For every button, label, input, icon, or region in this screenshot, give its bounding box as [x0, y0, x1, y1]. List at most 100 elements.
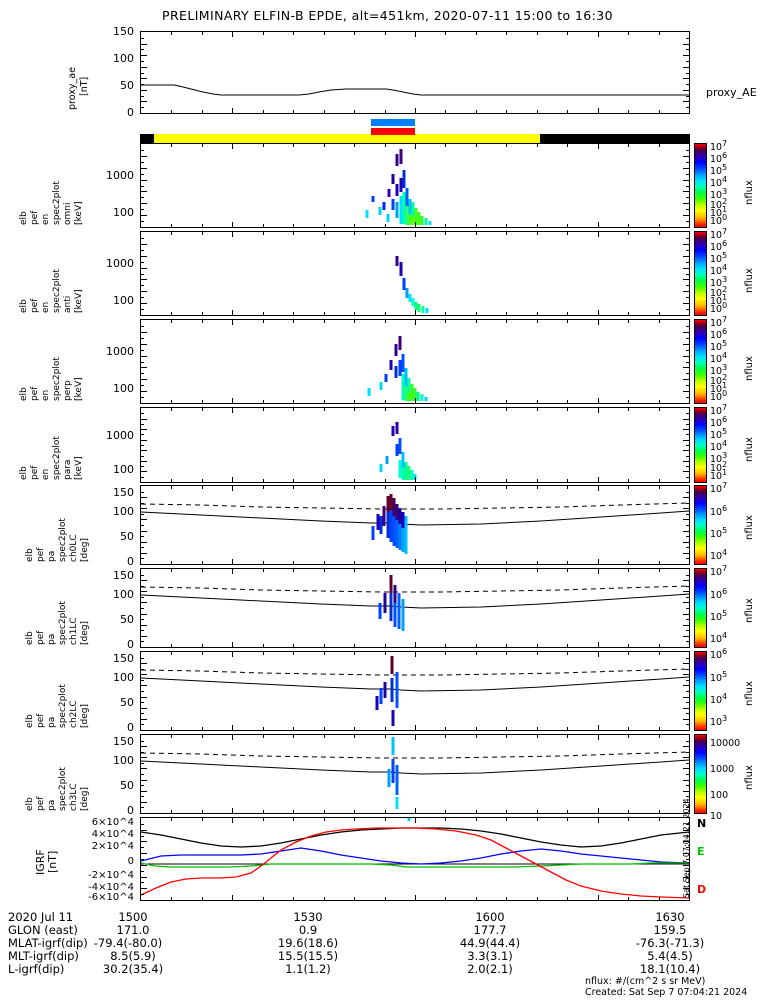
axis-tick-y	[686, 96, 689, 97]
bottom-col3-time: 1630	[655, 910, 685, 924]
axis-tick-minor	[354, 232, 355, 235]
panel-label-pa-ch2lc-5: ch2LC	[69, 700, 80, 728]
en-omni-ytick-100: 100	[113, 206, 134, 219]
cb-perp-lab-1: 101	[710, 381, 728, 396]
label-line: spec2plot	[52, 269, 62, 313]
axis-tick-minor	[659, 735, 660, 738]
axis-tick-minor	[537, 818, 538, 821]
axis-tick-y	[141, 67, 147, 68]
axis-tick	[598, 895, 599, 900]
axis-tick-y	[141, 424, 144, 425]
axis-tick-y	[686, 197, 689, 198]
axis-tick-minor	[476, 312, 477, 315]
axis-tick-minor	[385, 408, 386, 411]
axis-tick-minor	[354, 735, 355, 738]
panel-label-pa-ch2lc-2: pef	[36, 714, 47, 728]
axis-tick-y	[683, 791, 689, 792]
axis-tick	[232, 408, 233, 413]
axis-tick	[598, 144, 599, 149]
proxy-ae-right-label: proxy_AE	[706, 86, 757, 99]
axis-tick-y	[686, 221, 689, 222]
axis-tick-minor	[628, 479, 629, 482]
axis-tick-minor	[537, 320, 538, 323]
label-line: spec2plot	[58, 601, 68, 645]
axis-tick-y	[141, 61, 144, 62]
axis-tick-minor	[537, 652, 538, 655]
axis-tick-y	[683, 429, 689, 430]
axis-tick-minor	[293, 400, 294, 403]
panel-label-en-para-2: pef	[30, 466, 41, 480]
axis-tick-y	[683, 768, 689, 769]
label-line: elb	[19, 387, 29, 401]
axis-tick-y	[141, 547, 144, 548]
axis-tick-minor	[476, 810, 477, 813]
axis-tick	[415, 569, 416, 574]
axis-tick-y	[141, 445, 144, 446]
axis-tick-y	[686, 752, 689, 753]
axis-tick-y	[141, 150, 144, 151]
axis-tick-minor	[324, 818, 325, 821]
axis-tick-minor	[354, 561, 355, 564]
panel-label-en-perp-5: perp	[63, 380, 74, 401]
axis-tick-y	[141, 619, 144, 620]
axis-tick-y	[683, 853, 689, 854]
axis-tick-minor	[263, 569, 264, 572]
axis-tick-minor	[385, 320, 386, 323]
axis-tick-minor	[659, 486, 660, 489]
cb-anti-lab-7: 107	[710, 227, 728, 242]
axis-tick	[598, 808, 599, 813]
axis-tick-minor	[263, 400, 264, 403]
axis-tick-y	[683, 685, 689, 686]
axis-tick-y	[141, 256, 147, 257]
panel-label-en-perp-2: pef	[30, 387, 41, 401]
footer-units: nflux: #/(cm^2 s sr MeV)	[585, 976, 706, 987]
axis-tick-y	[686, 492, 689, 493]
axis-tick	[598, 569, 599, 574]
cb-para-lab-5: 105	[710, 427, 728, 442]
axis-tick-y	[686, 174, 689, 175]
axis-tick-y	[683, 602, 689, 603]
axis-tick-y	[141, 719, 147, 720]
axis-tick-y	[141, 96, 144, 97]
axis-tick-minor	[202, 400, 203, 403]
bottom-row-label-date: 2020 Jul 11	[8, 910, 74, 924]
axis-tick-y	[141, 338, 144, 339]
axis-tick-minor	[506, 110, 507, 113]
axis-tick-y	[686, 669, 689, 670]
axis-tick-y	[141, 440, 147, 441]
axis-tick-y	[683, 841, 689, 842]
panel-label-en-omni-4: spec2plot	[52, 181, 63, 225]
axis-tick-minor	[293, 735, 294, 738]
axis-tick-minor	[324, 408, 325, 411]
axis-tick-y	[141, 429, 147, 430]
axis-tick	[415, 477, 416, 482]
axis-tick-minor	[445, 320, 446, 323]
axis-tick	[232, 310, 233, 315]
axis-tick-y	[141, 836, 144, 837]
bottom-col0-l: 30.2(35.4)	[102, 962, 164, 976]
axis-tick-minor	[445, 144, 446, 147]
axis-tick-y	[686, 785, 689, 786]
cb-omni-lab-2: 102	[710, 197, 728, 212]
igrf-trace-label-d: D	[697, 883, 707, 896]
bottom-col1-mlt: 15.5(15.5)	[277, 949, 339, 963]
axis-tick-y	[141, 250, 144, 251]
axis-tick-minor	[506, 897, 507, 900]
axis-tick-minor	[628, 32, 629, 35]
label-line: [keV]	[74, 289, 84, 313]
axis-tick-y	[141, 746, 147, 747]
axis-tick-minor	[263, 727, 264, 730]
axis-tick-minor	[628, 561, 629, 564]
axis-tick-minor	[171, 408, 172, 411]
label-line: anti	[63, 295, 73, 313]
colorbar-en-para	[694, 407, 707, 483]
axis-tick-minor	[385, 144, 386, 147]
pa-ch1lc-data	[141, 575, 689, 631]
panel-label-pa-ch2lc: elb	[25, 714, 36, 728]
pa-ch3lc-ytick-0: 0	[127, 804, 134, 817]
axis-tick	[598, 735, 599, 740]
status-segment-black-left	[140, 134, 154, 143]
axis-tick	[598, 486, 599, 491]
axis-tick-y	[141, 244, 147, 245]
axis-tick-minor	[445, 652, 446, 655]
